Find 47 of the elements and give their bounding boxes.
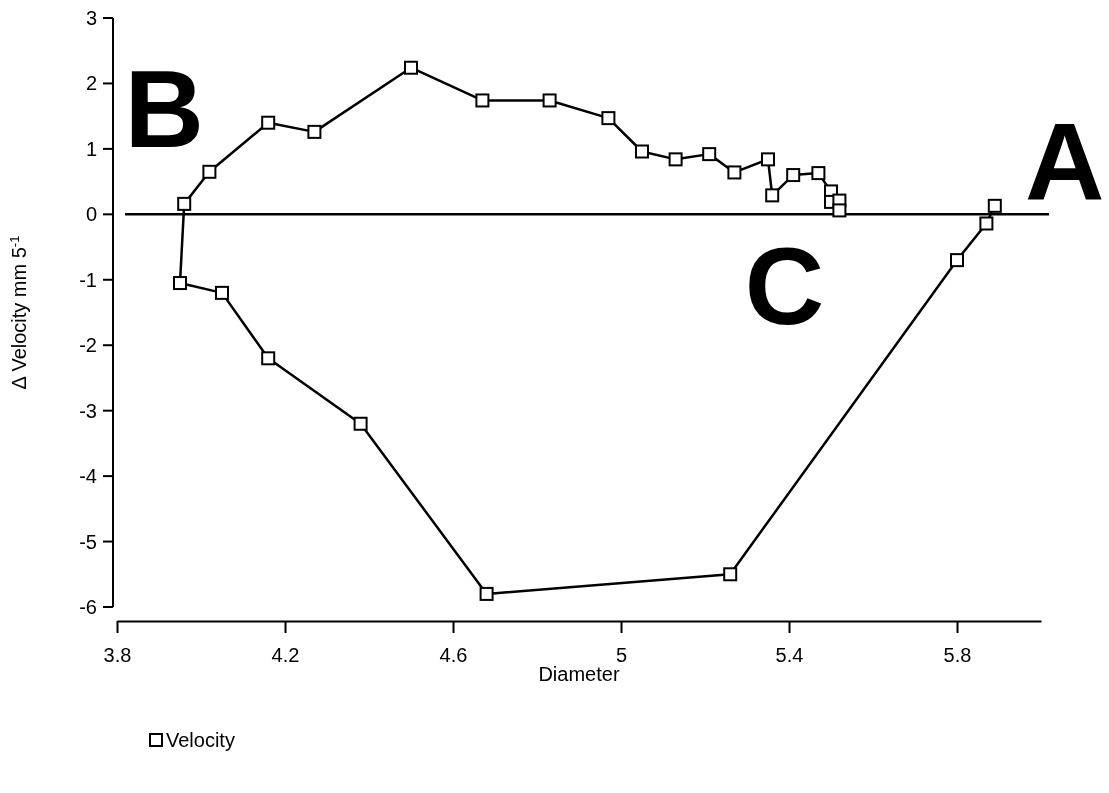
point [786,168,801,183]
point [832,203,847,218]
point [811,166,826,181]
point [173,276,187,291]
point [475,93,490,108]
point [723,567,738,582]
point [215,285,229,300]
x-tick-label: 5.4 [775,644,804,666]
x-tick-label: 3.8 [103,644,132,666]
point [261,115,276,130]
point [202,164,217,179]
annotation: B [124,47,204,171]
y-tick-label: 3 [85,7,97,29]
point [479,586,494,601]
x-tick-label: 4.2 [271,644,300,666]
point [987,198,1002,213]
point [950,253,964,268]
x-tick-label: 5.8 [943,644,972,666]
y-tick-label: -1 [79,268,97,291]
y-tick-label: -4 [79,465,97,488]
x-tick-label: 5 [615,644,628,666]
point [635,144,649,159]
point [727,165,742,180]
y-tick-label: 0 [85,203,97,226]
point [702,147,717,162]
point [177,196,192,211]
point [261,351,276,366]
x-tick-label: 4.6 [439,644,468,666]
point [668,152,683,167]
y-tick-label: -2 [79,334,97,357]
point [761,152,775,167]
point [765,188,780,203]
y-tick-label: 1 [85,137,97,160]
y-tick-label: 2 [85,72,97,95]
annotation: C [744,223,825,347]
point [542,93,557,108]
point [353,416,368,431]
point [307,124,322,139]
y-tick-label: -5 [79,530,97,553]
point [404,60,418,75]
legend-label: Velocity [166,729,235,751]
y-tick-label: -3 [79,399,97,422]
point [601,111,616,126]
annotation: A [1025,99,1105,223]
point [979,216,994,231]
y-tick-label: -6 [79,596,97,618]
x-axis-title: Diameter [538,663,620,685]
